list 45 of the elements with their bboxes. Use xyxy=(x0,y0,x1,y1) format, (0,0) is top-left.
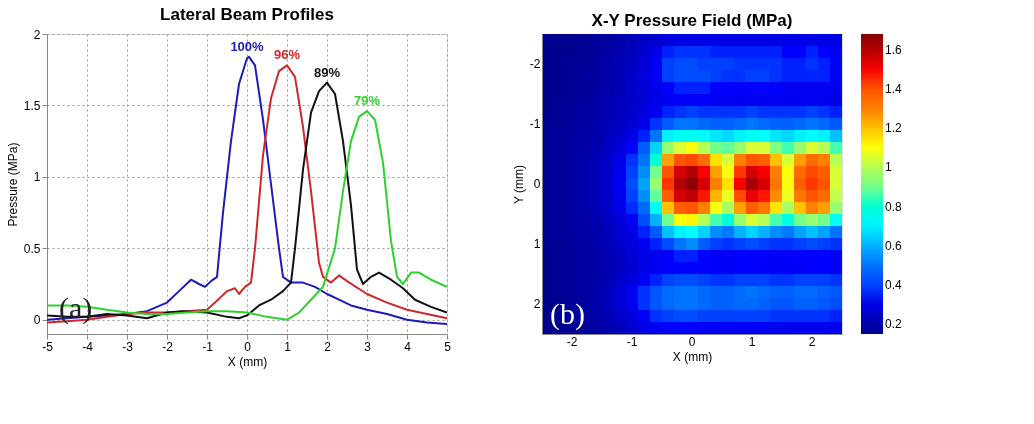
annotation: 89% xyxy=(313,64,341,80)
color-bar-label: 1.2 xyxy=(885,121,903,136)
x-tick-label: 1 xyxy=(748,334,756,349)
x-tick-label: 0 xyxy=(244,339,252,354)
y-tick-label: 1 xyxy=(33,170,41,185)
color-bar-label: 0.4 xyxy=(885,277,903,292)
y-tick-label: 0 xyxy=(33,313,41,328)
x-tick-label: -5 xyxy=(42,339,54,354)
x-tick-label: 2 xyxy=(808,334,816,349)
x-tick-label: 4 xyxy=(404,339,412,354)
x-tick-label: -2 xyxy=(162,339,174,354)
y-tick-label: 2 xyxy=(533,297,541,311)
x-tick-label: -2 xyxy=(566,334,578,349)
x-tick-label: -4 xyxy=(82,339,94,354)
annotation: 96% xyxy=(273,47,301,63)
chart-title: X-Y Pressure Field (MPa) xyxy=(591,10,793,30)
x-axis-title: X (mm) xyxy=(227,354,268,369)
y-axis-title: Pressure (MPa) xyxy=(5,142,20,227)
y-tick-label: 2 xyxy=(33,27,41,42)
x-tick-label: 2 xyxy=(324,339,332,354)
x-tick-label: -1 xyxy=(202,339,214,354)
x-tick-label: -3 xyxy=(122,339,134,354)
x-tick-label: 5 xyxy=(444,339,452,354)
y-axis-title: Y (mm) xyxy=(511,164,526,205)
color-bar-label: 0.2 xyxy=(885,317,903,332)
color-bar-label: 0.6 xyxy=(885,238,903,253)
annotation: 79% xyxy=(353,93,381,109)
y-tick-label: -1 xyxy=(529,117,541,131)
x-tick-label: 3 xyxy=(364,339,372,354)
x-tick-label: 1 xyxy=(284,339,292,354)
x-axis-title: X (mm) xyxy=(672,349,713,364)
color-bar-label: 0.8 xyxy=(885,199,903,214)
y-tick-label: 0.5 xyxy=(23,241,41,256)
annotation: (b) xyxy=(550,297,585,331)
y-tick-label: 1.5 xyxy=(23,98,41,113)
y-tick-label: -2 xyxy=(529,57,541,71)
color-bar-label: 1.6 xyxy=(885,42,903,57)
chart-title: Lateral Beam Profiles xyxy=(160,5,334,24)
color-bar-label: 1 xyxy=(885,160,892,175)
color-bar-label: 1.4 xyxy=(885,81,903,96)
y-tick-label: 1 xyxy=(533,237,541,251)
x-tick-label: -1 xyxy=(626,334,638,349)
y-tick-label: 0 xyxy=(533,177,541,191)
annotation: 100% xyxy=(230,38,265,54)
x-tick-label: 0 xyxy=(688,334,696,349)
